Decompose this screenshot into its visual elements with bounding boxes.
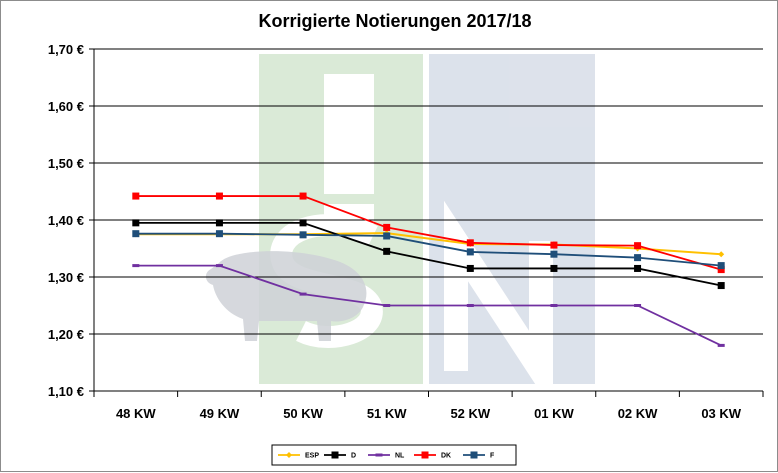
x-axis-ticks: 48 KW 49 KW 50 KW 51 KW 52 KW 01 KW 02 KW 03 KW (93, 391, 764, 421)
data-point-esp (718, 251, 725, 258)
data-point-d (132, 219, 140, 227)
x-tick-label: 48 KW (116, 406, 156, 421)
data-point-f (383, 232, 391, 240)
legend-marker-d (331, 451, 339, 459)
watermark-pig-icon (205, 251, 367, 341)
data-point-d (215, 219, 223, 227)
data-point-f (466, 248, 474, 256)
data-point-nl (215, 264, 223, 268)
series-nl (132, 264, 725, 347)
data-point-nl (466, 304, 474, 307)
data-point-dk (299, 192, 307, 200)
x-tick-label: 51 KW (367, 406, 407, 421)
series-line-d (135, 221, 722, 287)
data-point-f (299, 231, 307, 239)
series-lines (132, 192, 725, 347)
y-tick-label: 1,10 € (48, 384, 84, 399)
y-axis-ticks: 1,10 € 1,20 € 1,30 € 1,40 € 1,50 € 1,60 € 1,70… (48, 42, 94, 399)
legend-label-nl: NL (395, 453, 405, 460)
x-tick-label: 49 KW (200, 406, 240, 421)
legend-marker-f (470, 451, 478, 459)
chart-title: Korrigierte Notierungen 2017/18 (258, 11, 531, 31)
legend-box (271, 444, 517, 466)
legend-item-f: F (463, 451, 495, 460)
data-point-nl (132, 264, 140, 268)
x-tick-label: 02 KW (618, 406, 658, 421)
data-point-d (634, 264, 642, 272)
legend-item-esp: ESP (278, 452, 319, 460)
legend-marker-nl (375, 453, 383, 457)
x-tick-label: 52 KW (450, 406, 490, 421)
data-point-d (550, 264, 558, 272)
data-point-dk (466, 239, 474, 247)
y-tick-label: 1,70 € (48, 42, 84, 57)
data-point-dk (717, 266, 725, 274)
legend-marker-dk (421, 451, 429, 459)
data-point-f (634, 254, 642, 262)
data-point-dk (215, 192, 223, 200)
legend-item-nl: NL (368, 453, 405, 460)
watermark-letter-i (324, 74, 374, 194)
data-point-f (550, 250, 558, 258)
data-point-f (215, 230, 223, 238)
series-line-dk (135, 195, 722, 271)
data-point-nl (383, 304, 391, 307)
data-point-nl (299, 292, 307, 296)
x-tick-label: 03 KW (701, 406, 741, 421)
series-d (132, 219, 725, 290)
grid-lines (94, 48, 763, 392)
legend: ESP D NL DK F (271, 444, 517, 466)
data-point-dk (383, 223, 391, 231)
data-point-d (717, 282, 725, 290)
legend-label-d: D (351, 453, 356, 460)
legend-marker-esp (286, 452, 292, 458)
series-line-f (135, 232, 722, 267)
y-tick-label: 1,40 € (48, 213, 84, 228)
series-f (132, 230, 725, 270)
data-point-d (466, 264, 474, 272)
data-point-dk (132, 192, 140, 200)
y-tick-label: 1,20 € (48, 327, 84, 342)
y-tick-label: 1,50 € (48, 156, 84, 171)
x-tick-label: 01 KW (534, 406, 574, 421)
data-point-nl (717, 343, 725, 347)
series-line-nl (135, 264, 722, 347)
data-point-dk (634, 242, 642, 250)
legend-label-esp: ESP (305, 453, 319, 460)
legend-item-d: D (324, 451, 356, 460)
legend-label-dk: DK (441, 453, 451, 460)
data-point-nl (550, 304, 558, 307)
data-point-d (383, 247, 391, 255)
data-point-f (717, 262, 725, 270)
y-tick-label: 1,60 € (48, 99, 84, 114)
y-tick-label: 1,30 € (48, 270, 84, 285)
legend-item-dk: DK (414, 451, 451, 460)
series-dk (132, 192, 725, 274)
x-tick-label: 50 KW (283, 406, 323, 421)
legend-label-f: F (490, 453, 495, 460)
data-point-dk (550, 241, 558, 249)
data-point-d (299, 219, 307, 227)
data-point-f (132, 230, 140, 238)
data-point-nl (634, 304, 642, 307)
